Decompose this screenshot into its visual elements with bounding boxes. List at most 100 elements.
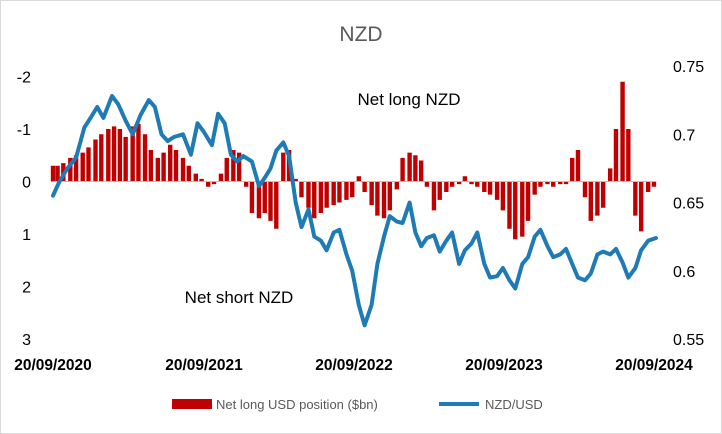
bar-72 — [500, 181, 506, 211]
bar-68 — [475, 181, 480, 187]
bar-28 — [224, 157, 229, 182]
bar-18 — [161, 152, 166, 182]
bar-42 — [312, 181, 317, 219]
bar-17 — [155, 157, 161, 182]
bar-85 — [582, 181, 588, 198]
bar-37 — [281, 152, 286, 182]
bar-16 — [148, 150, 154, 182]
right-axis-ticks: 0.75 0.7 0.65 0.6 0.55 — [673, 59, 704, 349]
bar-32 — [249, 181, 255, 213]
bar-80 — [551, 181, 556, 187]
right-tick-0: 0.75 — [673, 59, 704, 76]
bar-66 — [462, 176, 468, 182]
bar-43 — [318, 181, 324, 213]
bar-69 — [482, 181, 487, 192]
nzdusd-line — [51, 94, 658, 328]
bar-27 — [218, 173, 224, 182]
legend: Net long USD position ($bn) NZD/USD — [172, 397, 543, 412]
left-tick-3: 1 — [22, 227, 31, 244]
bar-90 — [613, 129, 619, 182]
bar-34 — [262, 181, 267, 213]
legend-label-line: NZD/USD — [485, 397, 543, 412]
annotation-net-short: Net short NZD — [185, 288, 294, 307]
annotation-net-long: Net long NZD — [358, 90, 461, 109]
left-tick-1: -1 — [17, 122, 31, 139]
bar-10 — [111, 126, 117, 182]
bar-87 — [595, 181, 600, 216]
left-tick-0: -2 — [17, 70, 31, 87]
x-tick-1: 20/09/2021 — [165, 357, 243, 374]
left-tick-5: 3 — [22, 332, 31, 349]
bar-49 — [356, 176, 362, 182]
bar-1 — [55, 165, 60, 182]
bar-70 — [487, 181, 493, 195]
bar-31 — [243, 181, 249, 187]
bar-46 — [337, 181, 342, 203]
bar-52 — [375, 181, 380, 216]
bar-95 — [645, 181, 651, 192]
bar-84 — [575, 150, 581, 182]
bar-59 — [418, 160, 424, 182]
bar-64 — [449, 181, 455, 187]
bar-82 — [563, 181, 569, 185]
right-tick-2: 0.65 — [673, 196, 704, 213]
bar-21 — [180, 157, 186, 182]
bar-45 — [331, 181, 336, 206]
right-tick-1: 0.7 — [673, 127, 695, 144]
bar-33 — [256, 181, 262, 219]
left-axis-ticks: -2 -1 0 1 2 3 — [17, 70, 31, 350]
bar-0 — [50, 165, 56, 182]
bar-40 — [299, 181, 304, 198]
bar-14 — [136, 123, 141, 182]
bar-25 — [205, 181, 211, 187]
bar-57 — [407, 152, 412, 182]
bar-22 — [186, 165, 191, 182]
bar-5 — [80, 152, 85, 182]
bar-91 — [620, 81, 625, 182]
bar-81 — [558, 181, 563, 185]
bar-41 — [306, 181, 311, 208]
bar-58 — [413, 155, 418, 182]
bar-19 — [168, 144, 173, 182]
chart-title: NZD — [339, 23, 382, 46]
x-tick-2: 20/09/2022 — [315, 357, 393, 374]
bar-56 — [400, 157, 405, 182]
bar-35 — [268, 181, 273, 221]
legend-label-bar: Net long USD position ($bn) — [216, 397, 378, 412]
bar-76 — [525, 181, 531, 221]
bar-83 — [570, 157, 575, 182]
bar-86 — [588, 181, 593, 221]
bar-36 — [274, 181, 279, 229]
x-axis-ticks: 20/09/2020 20/09/2021 20/09/2022 20/09/2023… — [14, 357, 693, 374]
left-tick-4: 2 — [22, 280, 31, 297]
legend-swatch-bar — [172, 399, 212, 409]
bar-94 — [638, 181, 644, 232]
bar-96 — [651, 181, 657, 187]
bar-24 — [199, 178, 204, 182]
bar-53 — [381, 181, 387, 219]
bar-13 — [130, 126, 135, 182]
bar-20 — [173, 150, 179, 182]
bar-48 — [350, 181, 355, 198]
bar-67 — [469, 181, 474, 185]
bar-9 — [106, 129, 111, 182]
bar-4 — [73, 155, 79, 182]
bar-92 — [626, 129, 631, 182]
bar-30 — [236, 152, 242, 182]
bar-15 — [142, 134, 148, 182]
x-tick-0: 20/09/2020 — [14, 357, 92, 374]
bar-78 — [538, 181, 543, 187]
right-tick-3: 0.6 — [673, 264, 695, 281]
bar-55 — [394, 181, 399, 190]
bar-23 — [193, 173, 198, 182]
bar-29 — [231, 150, 236, 182]
bar-11 — [117, 129, 123, 182]
bar-6 — [86, 147, 91, 182]
bar-54 — [387, 181, 392, 211]
bar-39 — [293, 178, 298, 182]
bar-47 — [344, 181, 349, 200]
bar-51 — [369, 181, 374, 206]
bar-71 — [494, 181, 500, 200]
